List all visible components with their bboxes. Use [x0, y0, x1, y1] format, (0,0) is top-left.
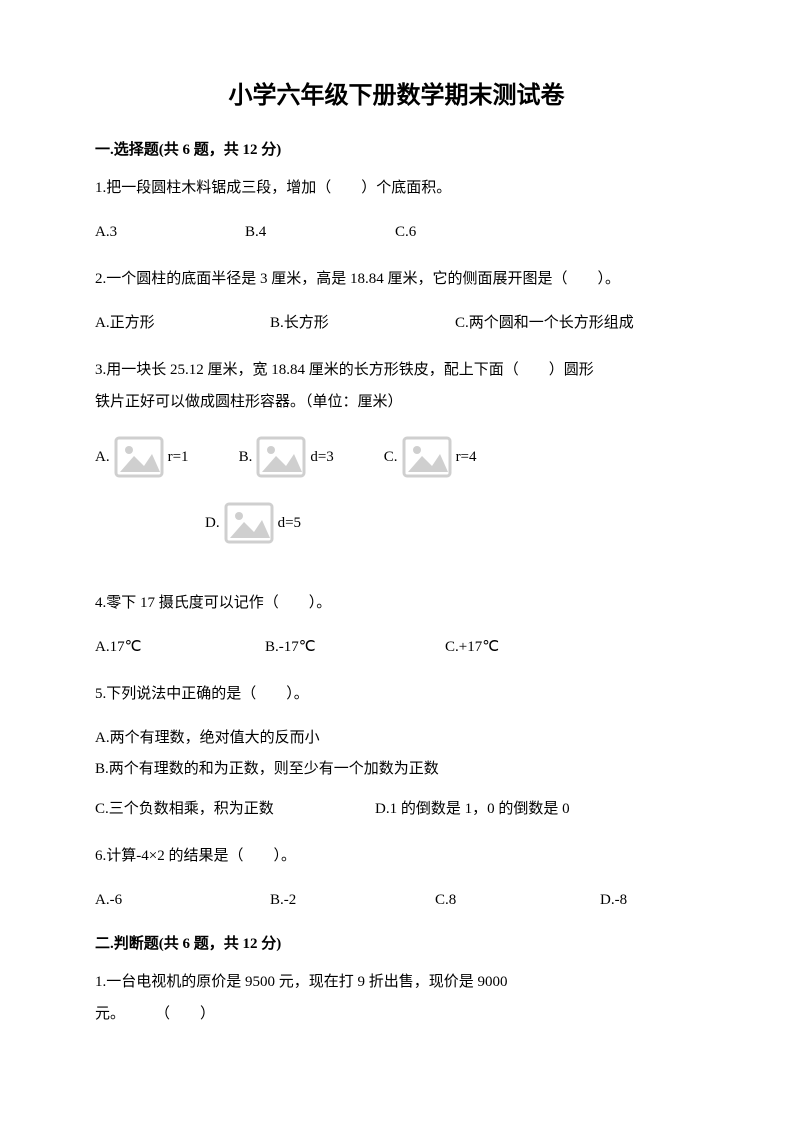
q5-option-c[interactable]: C.三个负数相乘，积为正数: [95, 794, 375, 826]
q3-option-d-prefix: D.: [205, 515, 220, 532]
section-1-header: 一.选择题(共 6 题，共 12 分): [95, 138, 698, 159]
s2-q1-text-line2: 元。 （ ）: [95, 999, 698, 1031]
image-placeholder-icon: [256, 436, 306, 478]
q4-option-b[interactable]: B.-17℃: [265, 632, 445, 664]
exam-page: 小学六年级下册数学期末测试卷 一.选择题(共 6 题，共 12 分) 1.把一段…: [0, 0, 793, 1122]
q3-option-c-prefix: C.: [384, 449, 398, 466]
q5-option-d[interactable]: D.1 的倒数是 1，0 的倒数是 0: [375, 794, 698, 826]
q3-option-d[interactable]: D. d=5: [205, 502, 301, 544]
q1-options: A.3 B.4 C.6: [95, 217, 698, 249]
q1-option-a[interactable]: A.3: [95, 217, 245, 249]
q3-option-b-prefix: B.: [239, 449, 253, 466]
q3-option-a[interactable]: A. r=1: [95, 436, 189, 478]
q3-option-b[interactable]: B. d=3: [239, 436, 334, 478]
q6-text: 6.计算-4×2 的结果是（ ）。: [95, 841, 698, 873]
q1-option-b[interactable]: B.4: [245, 217, 395, 249]
q3-text-line2: 铁片正好可以做成圆柱形容器。（单位：厘米）: [95, 387, 698, 419]
q1-text: 1.把一段圆柱木料锯成三段，增加（ ）个底面积。: [95, 173, 698, 205]
q3-text-line1: 3.用一块长 25.12 厘米，宽 18.84 厘米的长方形铁皮，配上下面（ ）…: [95, 355, 698, 387]
image-placeholder-icon: [114, 436, 164, 478]
q2-options: A.正方形 B.长方形 C.两个圆和一个长方形组成: [95, 308, 698, 340]
q5-option-b[interactable]: B.两个有理数的和为正数，则至少有一个加数为正数: [95, 754, 698, 786]
q3-option-a-prefix: A.: [95, 449, 110, 466]
q5-options-row1: A.两个有理数，绝对值大的反而小 B.两个有理数的和为正数，则至少有一个加数为正…: [95, 723, 698, 786]
exam-title: 小学六年级下册数学期末测试卷: [95, 75, 698, 110]
q1-option-c[interactable]: C.6: [395, 217, 545, 249]
q3-option-d-label: d=5: [278, 515, 301, 532]
q3-option-c[interactable]: C. r=4: [384, 436, 477, 478]
q5-option-a[interactable]: A.两个有理数，绝对值大的反而小: [95, 723, 405, 755]
q4-options: A.17℃ B.-17℃ C.+17℃: [95, 632, 698, 664]
q2-option-b[interactable]: B.长方形: [270, 308, 455, 340]
q2-option-c[interactable]: C.两个圆和一个长方形组成: [455, 308, 698, 340]
q3-option-c-label: r=4: [456, 449, 477, 466]
q2-option-a[interactable]: A.正方形: [95, 308, 270, 340]
q6-option-c[interactable]: C.8: [435, 885, 600, 917]
q2-text: 2.一个圆柱的底面半径是 3 厘米，高是 18.84 厘米，它的侧面展开图是（ …: [95, 264, 698, 296]
q5-text: 5.下列说法中正确的是（ ）。: [95, 679, 698, 711]
spacer: [95, 568, 698, 588]
s2-q1-text-line1: 1.一台电视机的原价是 9500 元，现在打 9 折出售，现价是 9000: [95, 967, 698, 999]
q3-options-row2: D. d=5: [205, 502, 698, 544]
q6-option-b[interactable]: B.-2: [270, 885, 435, 917]
q3-option-a-label: r=1: [168, 449, 189, 466]
section-2-header: 二.判断题(共 6 题，共 12 分): [95, 932, 698, 953]
q5-options-row2: C.三个负数相乘，积为正数 D.1 的倒数是 1，0 的倒数是 0: [95, 794, 698, 826]
image-placeholder-icon: [402, 436, 452, 478]
q3-option-b-label: d=3: [310, 449, 333, 466]
q6-option-d[interactable]: D.-8: [600, 885, 627, 917]
q6-option-a[interactable]: A.-6: [95, 885, 270, 917]
image-placeholder-icon: [224, 502, 274, 544]
q4-option-a[interactable]: A.17℃: [95, 632, 265, 664]
q4-option-c[interactable]: C.+17℃: [445, 632, 499, 664]
q6-options: A.-6 B.-2 C.8 D.-8: [95, 885, 698, 917]
q4-text: 4.零下 17 摄氏度可以记作（ ）。: [95, 588, 698, 620]
q3-options-row1: A. r=1 B. d=3 C. r=4: [95, 436, 698, 478]
